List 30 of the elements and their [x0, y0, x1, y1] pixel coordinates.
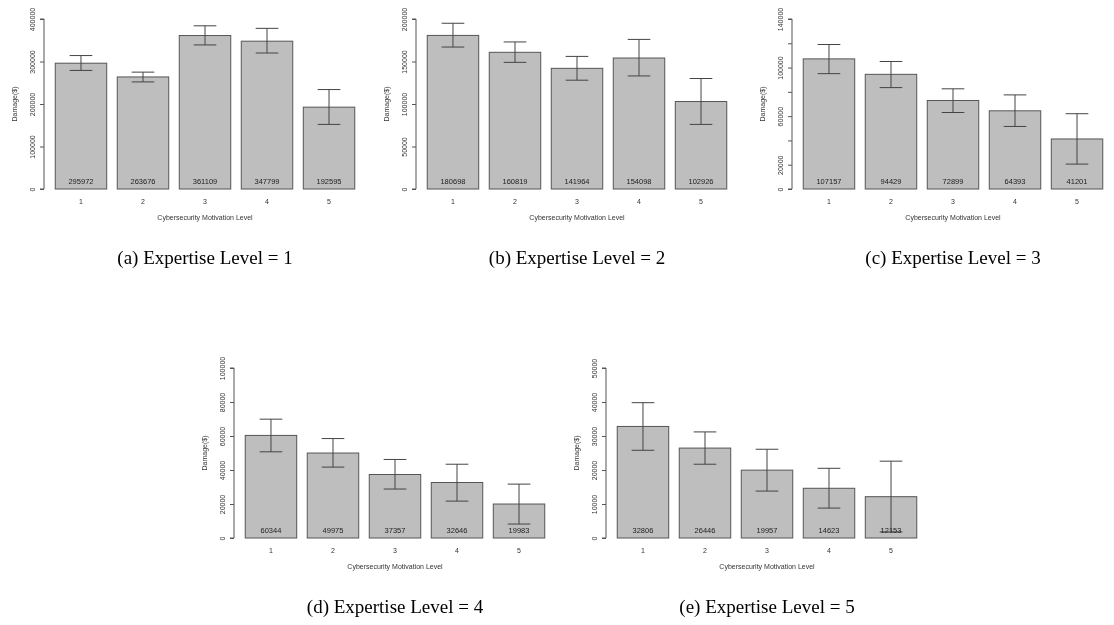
bar [306, 452, 360, 539]
bar [550, 67, 604, 190]
bar [864, 73, 918, 190]
bar [926, 99, 980, 190]
bar [674, 101, 728, 190]
text: (e) Expertise Level = 5 [679, 596, 855, 618]
bar [368, 473, 422, 539]
bar [802, 58, 856, 190]
bar [302, 106, 356, 190]
bar [430, 482, 484, 539]
text: (c) Expertise Level = 3 [865, 247, 1041, 269]
bar [1050, 138, 1104, 190]
bar [178, 35, 232, 190]
text: (a) Expertise Level = 1 [117, 247, 293, 269]
bar [54, 62, 108, 190]
bar [612, 57, 666, 190]
bar [426, 34, 480, 190]
bar [678, 447, 732, 539]
bar [864, 496, 918, 539]
bar [116, 76, 170, 190]
bar [492, 503, 546, 539]
bar [488, 51, 542, 190]
text: (d) Expertise Level = 4 [306, 596, 484, 618]
bar [988, 110, 1042, 190]
bar [240, 40, 294, 190]
text: (b) Expertise Level = 2 [488, 247, 666, 269]
bar [802, 487, 856, 539]
bar [616, 425, 670, 539]
bar [740, 469, 794, 539]
bar [244, 434, 298, 539]
